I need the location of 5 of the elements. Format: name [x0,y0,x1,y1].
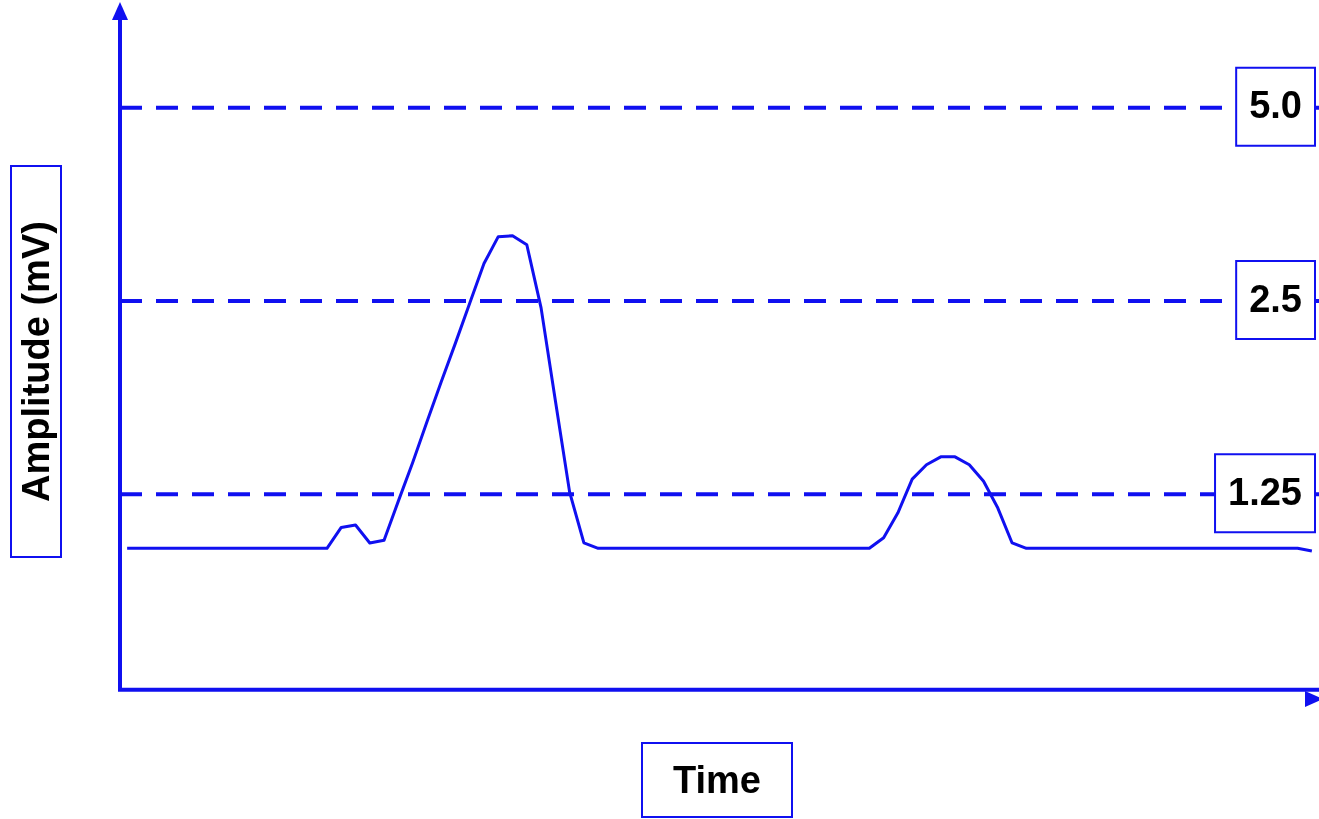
y-tick-label: 5.0 [1249,84,1302,127]
x-axis-title: Time [641,742,793,818]
y-tick-label: 1.25 [1228,470,1303,513]
y-axis-title: Amplitude (mV) [14,221,58,502]
y-tick-label: 2.5 [1249,277,1302,320]
